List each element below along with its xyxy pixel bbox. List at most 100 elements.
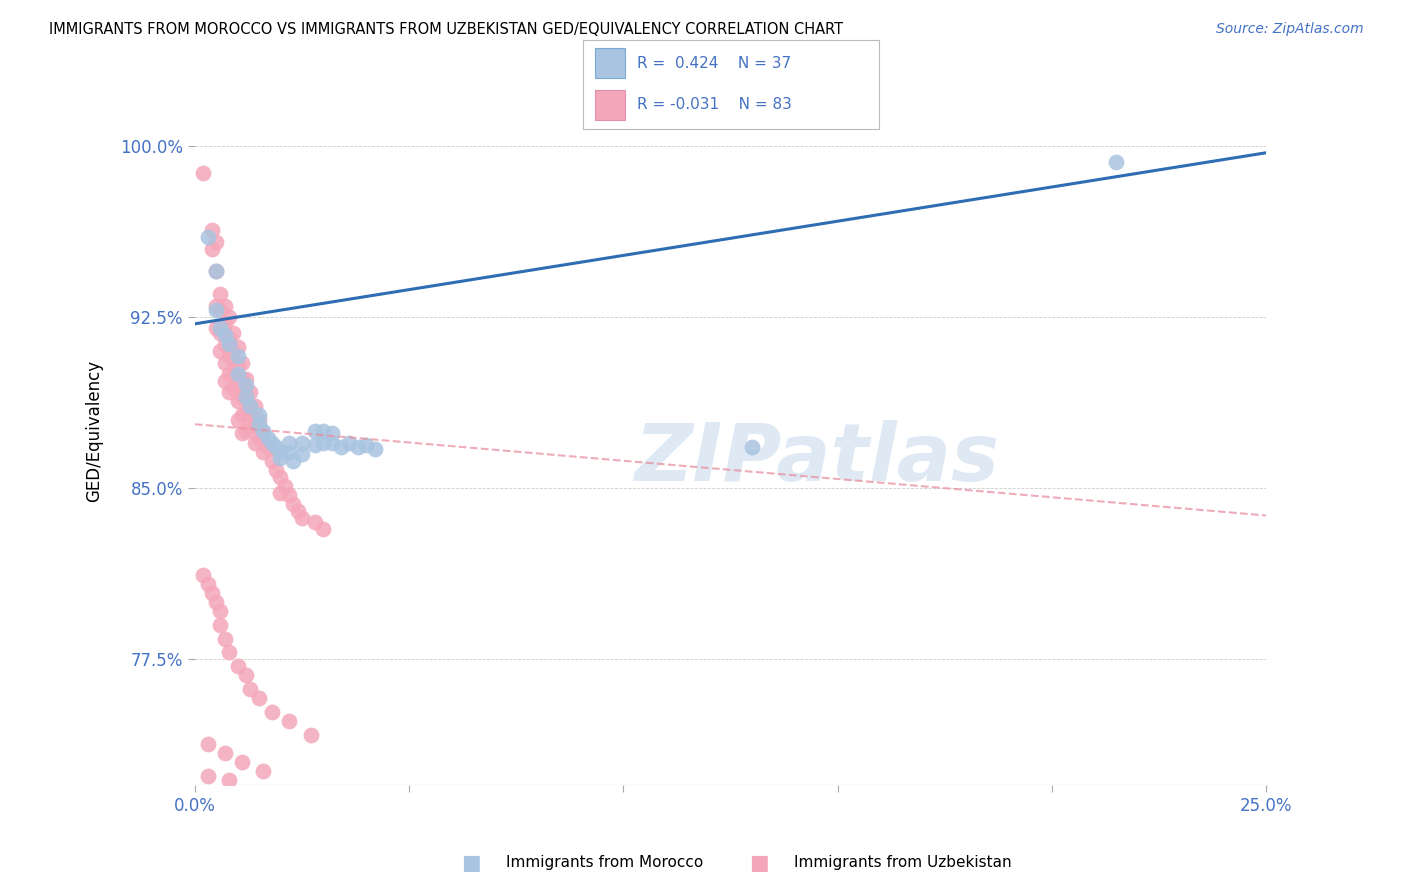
Point — [291, 510, 314, 524]
Point — [278, 488, 301, 502]
Point — [304, 438, 326, 452]
Point — [269, 444, 291, 458]
Point — [201, 242, 224, 256]
Point — [247, 691, 270, 706]
Text: IMMIGRANTS FROM MOROCCO VS IMMIGRANTS FROM UZBEKISTAN GED/EQUIVALENCY CORRELATIO: IMMIGRANTS FROM MOROCCO VS IMMIGRANTS FR… — [49, 22, 844, 37]
Point — [243, 417, 266, 432]
Point — [226, 367, 249, 381]
Point — [218, 645, 240, 659]
Point — [214, 328, 236, 343]
Point — [209, 344, 232, 359]
Point — [218, 385, 240, 400]
Point — [256, 431, 278, 445]
Point — [218, 330, 240, 344]
Point — [209, 287, 232, 301]
Point — [252, 424, 274, 438]
Bar — [595, 48, 624, 78]
Text: ZIPatlas: ZIPatlas — [634, 420, 998, 499]
Point — [222, 381, 245, 395]
Point — [304, 516, 326, 530]
Point — [1105, 154, 1128, 169]
Point — [239, 419, 262, 434]
Point — [205, 321, 228, 335]
Point — [209, 321, 232, 335]
Point — [231, 426, 253, 441]
Point — [214, 299, 236, 313]
Point — [226, 394, 249, 409]
Point — [243, 399, 266, 413]
Point — [197, 769, 219, 783]
Point — [209, 604, 232, 618]
Point — [283, 454, 305, 468]
Point — [264, 463, 287, 477]
Point — [287, 504, 309, 518]
Point — [260, 454, 283, 468]
Point — [218, 349, 240, 363]
Point — [222, 362, 245, 376]
Point — [329, 440, 352, 454]
Point — [231, 356, 253, 370]
Point — [231, 390, 253, 404]
Point — [197, 577, 219, 591]
Point — [264, 440, 287, 454]
Point — [291, 447, 314, 461]
Point — [247, 408, 270, 422]
Point — [337, 435, 360, 450]
Point — [274, 479, 297, 493]
Point — [231, 371, 253, 385]
Point — [214, 337, 236, 351]
Point — [205, 595, 228, 609]
Point — [197, 737, 219, 751]
Point — [321, 426, 343, 441]
Point — [260, 705, 283, 719]
Point — [214, 356, 236, 370]
Point — [278, 714, 301, 728]
Point — [235, 387, 257, 401]
Point — [209, 326, 232, 340]
Point — [235, 371, 257, 385]
Text: Immigrants from Morocco: Immigrants from Morocco — [506, 855, 703, 870]
Point — [252, 444, 274, 458]
Point — [205, 235, 228, 249]
Point — [205, 299, 228, 313]
Point — [269, 469, 291, 483]
Point — [252, 426, 274, 441]
Point — [312, 522, 335, 536]
Point — [231, 408, 253, 422]
Point — [226, 659, 249, 673]
Point — [235, 390, 257, 404]
Point — [278, 444, 301, 458]
Text: Source: ZipAtlas.com: Source: ZipAtlas.com — [1216, 22, 1364, 37]
Point — [239, 401, 262, 416]
Point — [214, 374, 236, 388]
Text: R =  0.424    N = 37: R = 0.424 N = 37 — [637, 56, 790, 70]
Point — [283, 497, 305, 511]
Point — [226, 349, 249, 363]
Point — [235, 424, 257, 438]
Point — [214, 746, 236, 760]
Point — [235, 668, 257, 682]
Point — [269, 485, 291, 500]
Point — [247, 417, 270, 432]
Point — [209, 618, 232, 632]
Point — [243, 435, 266, 450]
Point — [291, 435, 314, 450]
Point — [226, 413, 249, 427]
Point — [354, 438, 377, 452]
Point — [312, 435, 335, 450]
Point — [197, 230, 219, 244]
Point — [321, 435, 343, 450]
Point — [269, 451, 291, 466]
Point — [741, 440, 763, 454]
Point — [235, 378, 257, 392]
Point — [218, 773, 240, 788]
Point — [209, 303, 232, 318]
Point — [364, 442, 387, 457]
Point — [214, 317, 236, 331]
Point — [252, 764, 274, 778]
Point — [214, 632, 236, 646]
Point — [205, 264, 228, 278]
Point — [222, 344, 245, 359]
Point — [312, 424, 335, 438]
Point — [256, 440, 278, 454]
